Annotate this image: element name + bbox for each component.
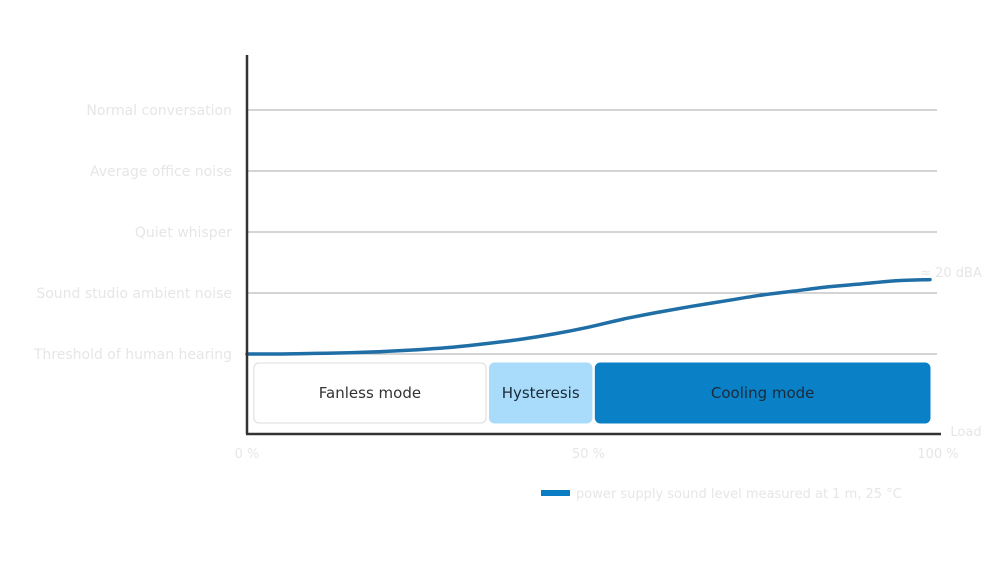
y-tick-label: Quiet whisper	[135, 225, 232, 241]
x-axis-labels: 0 % 50 % 100 %	[235, 447, 959, 462]
mode-label: Fanless mode	[319, 384, 421, 402]
x-tick-label: 0 %	[235, 447, 260, 462]
legend: power supply sound level measured at 1 m…	[541, 487, 902, 502]
end-annotation: ≈ 20 dBA	[920, 266, 982, 281]
y-axis-labels: Threshold of human hearing Sound studio a…	[33, 103, 232, 363]
mode-band	[594, 362, 931, 424]
legend-swatch	[541, 490, 570, 496]
mode-label: Cooling mode	[711, 384, 815, 402]
series-lines	[245, 277, 932, 356]
axes	[245, 55, 941, 436]
x-tick-label: 100 %	[917, 447, 958, 462]
legend-label: power supply sound level measured at 1 m…	[576, 487, 902, 502]
x-tick-label: 50 %	[572, 447, 605, 462]
grid-lines	[247, 109, 937, 355]
y-tick-label: Sound studio ambient noise	[36, 286, 232, 302]
mode-label: Hysteresis	[502, 384, 580, 402]
y-tick-label: Normal conversation	[86, 103, 232, 119]
x-axis-title: Load	[950, 425, 981, 440]
y-tick-label: Threshold of human hearing	[33, 347, 232, 363]
mode-band	[253, 362, 487, 424]
y-tick-label: Average office noise	[90, 164, 232, 180]
series-line	[245, 277, 932, 356]
mode-band	[488, 362, 593, 424]
mode-bands: Fanless mode Hysteresis Cooling mode	[253, 362, 931, 424]
